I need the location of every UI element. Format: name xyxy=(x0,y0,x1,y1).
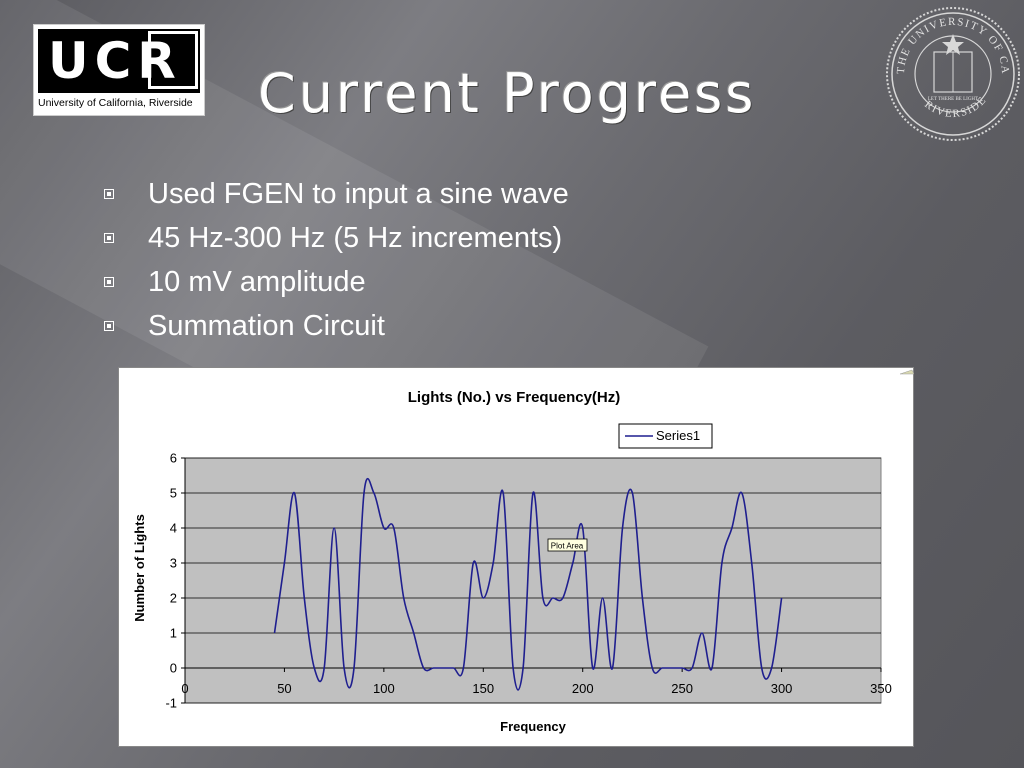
bullet-item: Summation Circuit xyxy=(104,304,569,348)
y-tick-label: 1 xyxy=(170,626,177,641)
square-bullet-icon xyxy=(104,277,114,287)
seal-motto: LET THERE BE LIGHT xyxy=(928,97,978,102)
legend: Series1 xyxy=(618,423,713,449)
chart-container[interactable]: Lights (No.) vs Frequency(Hz) Series1 -1… xyxy=(118,367,914,747)
square-bullet-icon xyxy=(104,321,114,331)
bullet-text: Used FGEN to input a sine wave xyxy=(148,177,569,210)
slide-title: Current Progress xyxy=(258,62,757,125)
logo-r-frame xyxy=(148,31,198,89)
y-tick-label: 0 xyxy=(170,661,177,676)
bullet-text: 10 mV amplitude xyxy=(148,265,366,298)
ucr-logo: UCR University of California, Riverside xyxy=(33,24,205,116)
x-tick-label: 200 xyxy=(572,681,594,696)
bullet-item: 45 Hz-300 Hz (5 Hz increments) xyxy=(104,216,569,260)
x-tick-label: 50 xyxy=(277,681,291,696)
bullet-list: Used FGEN to input a sine wave 45 Hz-300… xyxy=(104,172,569,348)
y-tick-label: 2 xyxy=(170,591,177,606)
x-tick-label: 100 xyxy=(373,681,395,696)
y-tick-label: -1 xyxy=(165,696,177,711)
logo-subtitle: University of California, Riverside xyxy=(38,97,193,109)
x-tick-label: 0 xyxy=(181,681,188,696)
plot-area xyxy=(184,457,882,704)
chart-title: Lights (No.) vs Frequency(Hz) xyxy=(408,389,621,406)
line-chart: Lights (No.) vs Frequency(Hz) Series1 -1… xyxy=(132,389,892,734)
y-axis-label: Number of Lights xyxy=(132,514,147,622)
x-tick-label: 350 xyxy=(870,681,892,696)
square-bullet-icon xyxy=(104,189,114,199)
x-tick-label: 300 xyxy=(771,681,793,696)
seal-star-icon xyxy=(942,34,964,55)
university-seal: THE UNIVERSITY OF CALIFORNIA RIVERSIDE L… xyxy=(882,2,1020,141)
x-tick-label: 250 xyxy=(671,681,693,696)
bullet-item: Used FGEN to input a sine wave xyxy=(104,172,569,216)
plot-area-tooltip: Plot Area xyxy=(547,538,588,552)
square-bullet-icon xyxy=(104,233,114,243)
y-tick-label: 5 xyxy=(170,486,177,501)
series-line xyxy=(273,477,783,691)
y-tick-label: 4 xyxy=(170,521,177,536)
legend-label: Series1 xyxy=(656,428,700,443)
y-tick-label: 3 xyxy=(170,556,177,571)
x-axis-label: Frequency xyxy=(500,719,567,734)
bullet-text: Summation Circuit xyxy=(148,309,385,342)
logo-letters: UCR xyxy=(38,29,200,93)
bullet-item: 10 mV amplitude xyxy=(104,260,569,304)
bullet-text: 45 Hz-300 Hz (5 Hz increments) xyxy=(148,221,563,254)
resize-handle-icon[interactable] xyxy=(900,368,914,376)
x-tick-label: 150 xyxy=(472,681,494,696)
tooltip-text: Plot Area xyxy=(551,542,584,551)
y-tick-label: 6 xyxy=(170,451,177,466)
